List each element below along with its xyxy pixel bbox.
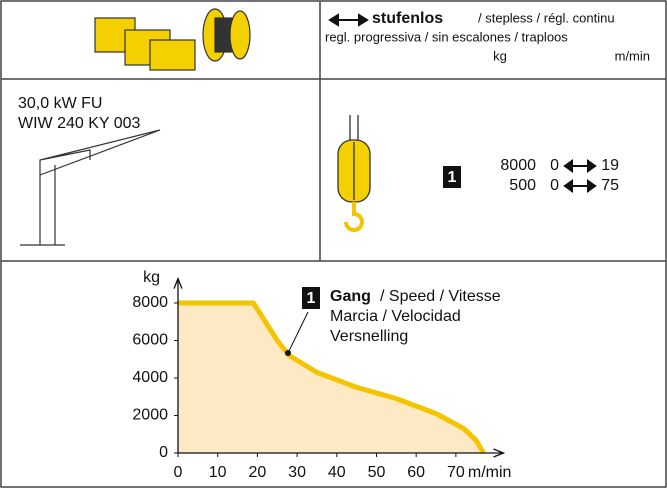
load: 500	[509, 177, 536, 194]
mode-translations: regl. progressiva / sin escalones / trap…	[325, 29, 568, 44]
unit: kg	[493, 48, 507, 63]
y-tick-label: 2000	[132, 407, 168, 424]
unit: m/min	[615, 48, 650, 63]
annotation-gear: 1	[307, 290, 316, 307]
gear-number: 1	[448, 169, 457, 186]
x-tick-label: 60	[407, 464, 425, 481]
x-tick-label: 70	[447, 464, 465, 481]
x-tick-label: 10	[209, 464, 227, 481]
x-tick-label: 50	[368, 464, 386, 481]
annotation: Gang	[330, 288, 371, 305]
load: 8000	[500, 157, 536, 174]
speed-from: 0	[550, 157, 559, 174]
motor-code: WIW 240 KY 003	[18, 115, 141, 132]
x-tick-label: 30	[288, 464, 306, 481]
annotation: / Speed / Vitesse	[380, 288, 501, 305]
motor-power: 30,0 kW FU	[18, 95, 102, 112]
x-unit: m/min	[468, 464, 512, 481]
sheet: stufenlos / stepless / régl. continu reg…	[0, 0, 667, 488]
x-tick-label: 40	[328, 464, 346, 481]
y-tick-label: 6000	[132, 332, 168, 349]
marker	[285, 350, 291, 356]
mode: stufenlos	[372, 10, 443, 27]
speed-from: 0	[550, 177, 559, 194]
speed-to: 19	[601, 157, 619, 174]
y-tick-label: 8000	[132, 294, 168, 311]
y-axis-label: kg	[143, 269, 160, 286]
annotation: Marcia / Velocidad	[330, 308, 461, 325]
x-tick-label: 20	[248, 464, 266, 481]
speed-to: 75	[601, 177, 619, 194]
annotation: Versnelling	[330, 328, 408, 345]
y-tick-label: 4000	[132, 369, 168, 386]
x-tick-label: 0	[174, 464, 183, 481]
y-tick-label: 0	[159, 444, 168, 461]
mode-translations: / stepless / régl. continu	[478, 10, 615, 25]
